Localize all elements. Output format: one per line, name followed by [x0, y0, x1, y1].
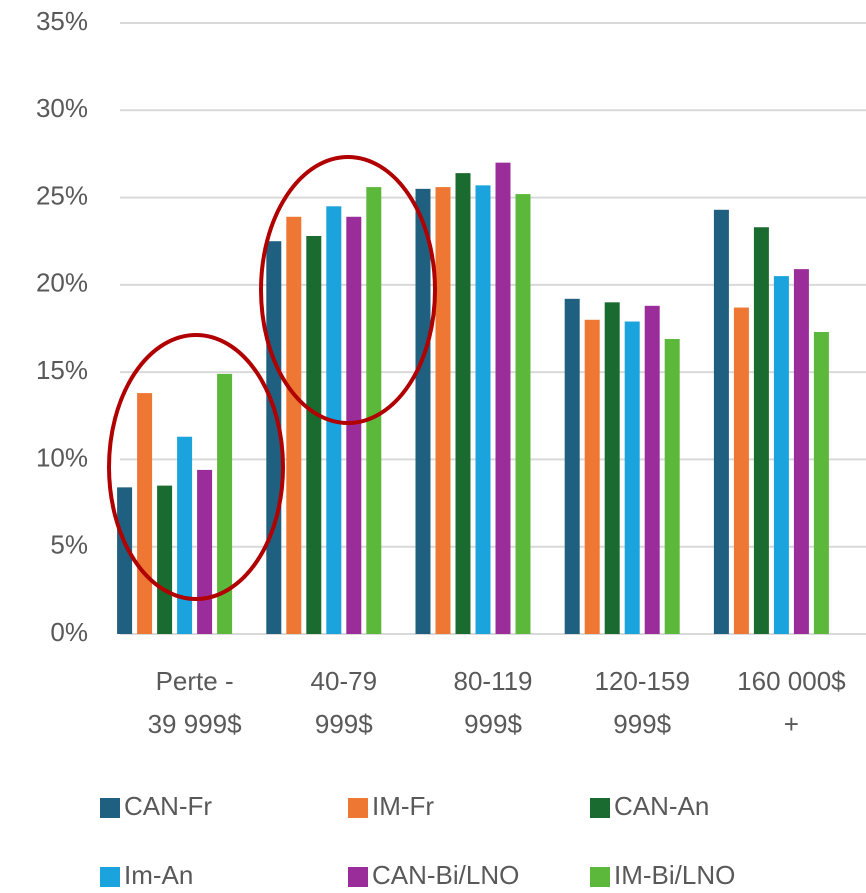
bar [415, 188, 431, 635]
bar [157, 485, 173, 634]
legend-label: IM-Bi/LNO [614, 860, 735, 890]
bar [664, 338, 680, 634]
y-tick-label: 35% [36, 6, 88, 36]
legend-label: IM-Fr [372, 791, 434, 821]
bar [346, 216, 362, 634]
highlight-ellipse [259, 155, 437, 425]
bar [197, 469, 213, 634]
y-tick-label: 30% [36, 93, 88, 123]
legend-label: CAN-Fr [124, 791, 212, 821]
x-tick-label: 999$ [464, 709, 522, 739]
bar [435, 187, 451, 634]
bar [515, 194, 531, 634]
y-tick-label: 10% [36, 442, 88, 472]
bar [713, 209, 729, 634]
bar [117, 487, 133, 634]
bar [455, 173, 471, 635]
y-tick-label: 5% [50, 530, 88, 560]
y-tick-label: 15% [36, 355, 88, 385]
bar [584, 319, 600, 634]
x-tick-label: 120-159 [594, 666, 689, 696]
legend-swatch [590, 867, 610, 887]
bar [137, 393, 153, 634]
legend-swatch [348, 867, 368, 887]
bar [177, 436, 193, 634]
bar [773, 276, 789, 634]
x-tick-label: 999$ [315, 709, 373, 739]
bar [624, 321, 640, 634]
bar [306, 235, 322, 634]
bar [475, 185, 491, 634]
y-tick-label: 0% [50, 617, 88, 647]
bar [604, 302, 620, 634]
legend-swatch [100, 798, 120, 818]
y-tick-label: 20% [36, 268, 88, 298]
x-tick-label: 160 000$ [737, 666, 846, 696]
bar [495, 162, 511, 634]
bar [217, 373, 233, 634]
bar [753, 227, 769, 634]
highlight-ellipse [107, 333, 285, 601]
legend-label: Im-An [124, 860, 193, 890]
bar [366, 187, 382, 634]
bar [644, 305, 660, 634]
x-tick-label: Perte - [156, 666, 234, 696]
plot: 0% 5% 10% 15% 20% 25% 30% 35% Perte - 39 999$ 40-7… [36, 6, 866, 890]
x-tick-label: 40-79 [311, 666, 378, 696]
legend-swatch [100, 867, 120, 887]
bar [733, 307, 749, 634]
legend-swatch [348, 798, 368, 818]
bar [813, 331, 829, 634]
bar [793, 269, 809, 634]
x-tick-label: 39 999$ [148, 709, 243, 739]
legend-swatch [590, 798, 610, 818]
legend-label: CAN-Bi/LNO [372, 860, 519, 890]
x-tick-label: + [784, 709, 799, 739]
bar [286, 216, 302, 634]
x-tick-label: 80-119 [453, 666, 532, 696]
y-tick-label: 25% [36, 180, 88, 210]
legend-label: CAN-An [614, 791, 709, 821]
bar [564, 298, 580, 634]
x-tick-label: 999$ [613, 709, 671, 739]
